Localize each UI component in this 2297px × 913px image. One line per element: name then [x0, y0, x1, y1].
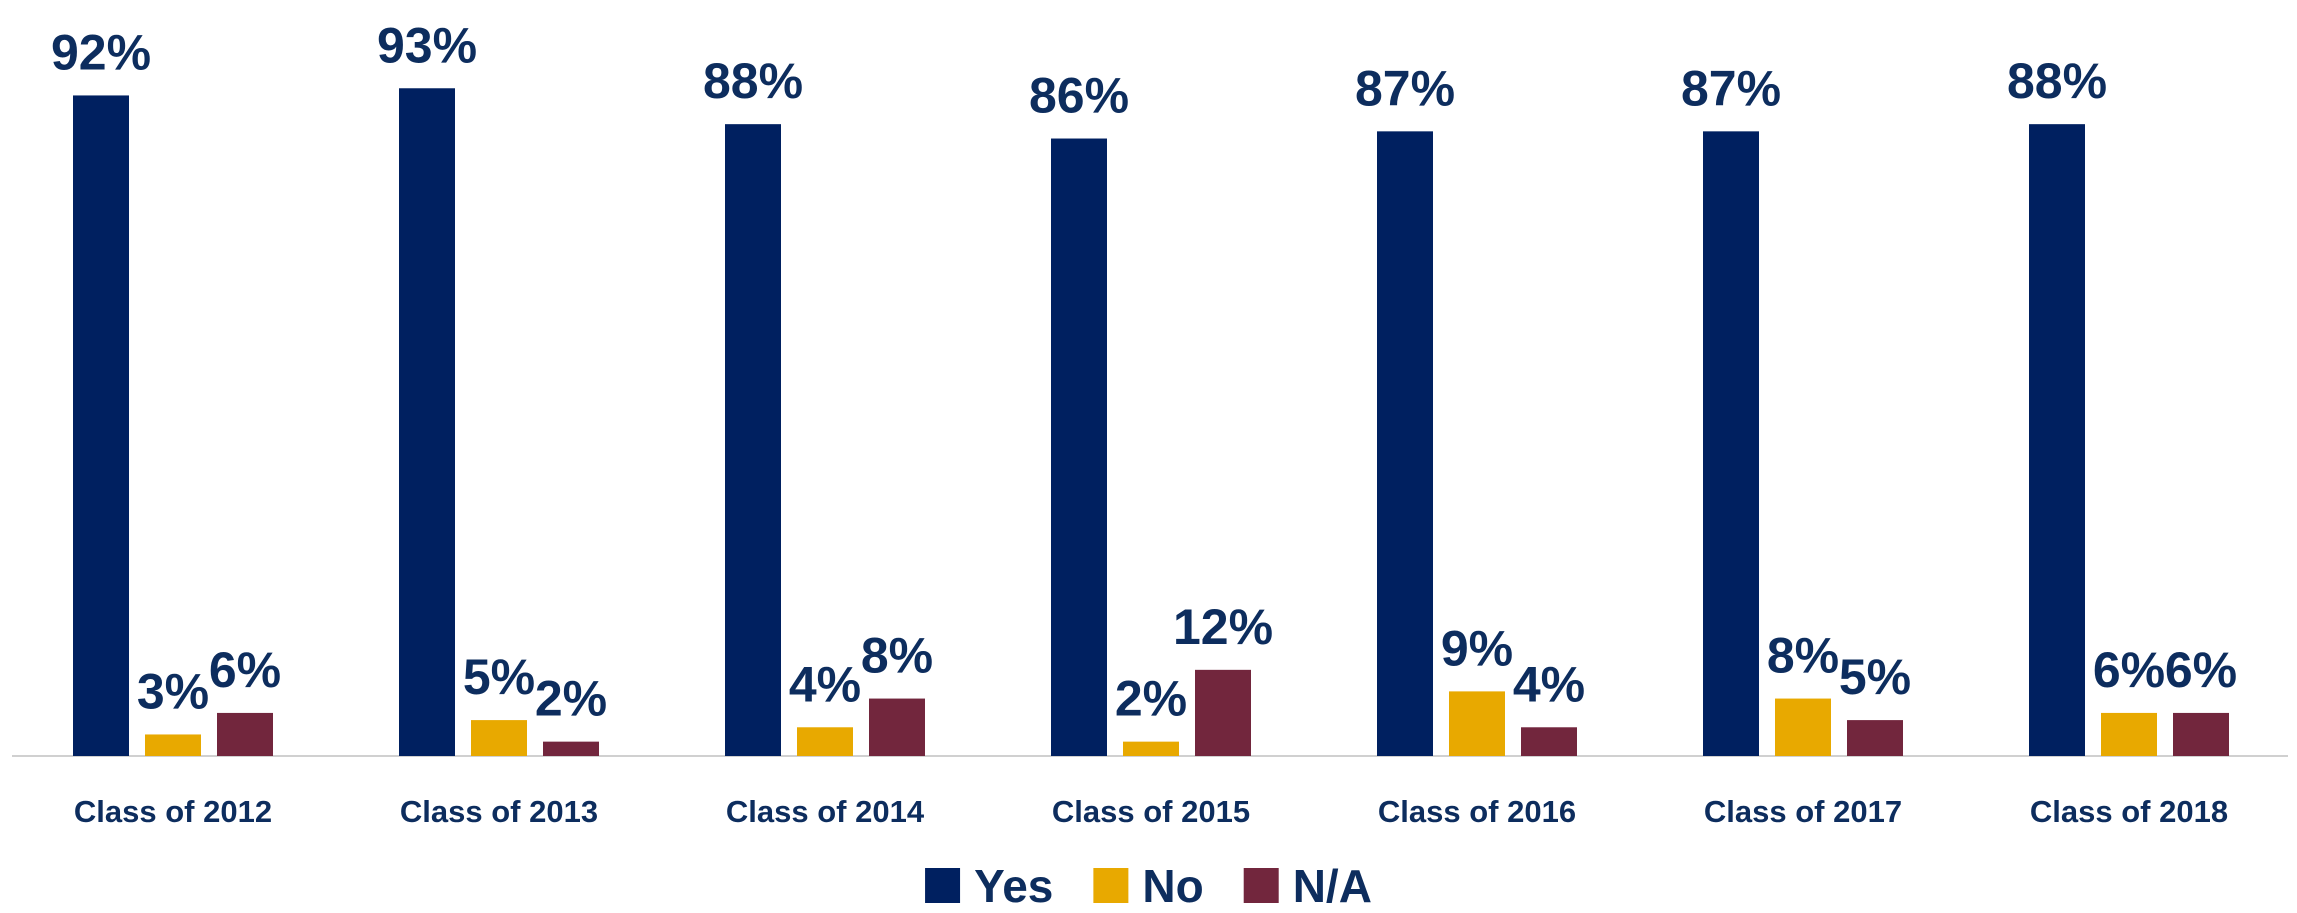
value-label: 5%	[1839, 649, 1911, 705]
bar	[399, 88, 455, 756]
x-tick-label: Class of 2017	[1704, 794, 1902, 829]
bar	[1449, 691, 1505, 756]
value-label: 87%	[1355, 60, 1455, 116]
value-label: 4%	[789, 656, 861, 712]
value-label: 6%	[2165, 642, 2237, 698]
bar	[471, 720, 527, 756]
legend-label: No	[1142, 860, 1203, 912]
value-label: 88%	[2007, 53, 2107, 109]
value-label: 2%	[535, 671, 607, 727]
x-tick-label: Class of 2016	[1378, 794, 1576, 829]
bar	[2101, 712, 2157, 756]
bar	[2029, 124, 2085, 756]
value-label: 4%	[1513, 656, 1585, 712]
value-label: 3%	[137, 663, 209, 719]
value-label: 6%	[2093, 642, 2165, 698]
value-label: 87%	[1681, 60, 1781, 116]
value-label: 2%	[1115, 671, 1187, 727]
bar	[2173, 712, 2229, 756]
legend-swatch	[1093, 868, 1129, 903]
value-label: 8%	[861, 628, 933, 684]
legend-swatch	[925, 868, 961, 903]
value-label: 8%	[1767, 628, 1839, 684]
bar	[1521, 727, 1577, 756]
value-label: 92%	[51, 24, 151, 80]
value-label: 86%	[1029, 68, 1129, 124]
bar	[145, 734, 201, 756]
legend-label: Yes	[974, 860, 1053, 912]
bar	[725, 124, 781, 756]
x-tick-label: Class of 2014	[726, 794, 925, 829]
legend-swatch	[1243, 868, 1279, 903]
bar	[1123, 741, 1179, 756]
bar	[869, 698, 925, 756]
bar	[797, 727, 853, 756]
bar	[73, 95, 129, 756]
x-tick-label: Class of 2013	[400, 794, 598, 829]
bar	[217, 712, 273, 756]
bar	[1051, 138, 1107, 756]
bar	[1703, 131, 1759, 757]
value-label: 12%	[1173, 599, 1273, 655]
x-tick-label: Class of 2018	[2030, 794, 2228, 829]
x-tick-label: Class of 2015	[1052, 794, 1250, 829]
value-label: 5%	[463, 649, 535, 705]
value-label: 6%	[209, 642, 281, 698]
value-label: 88%	[703, 53, 803, 109]
value-label: 93%	[377, 17, 477, 73]
bar	[1775, 698, 1831, 756]
x-tick-label: Class of 2012	[74, 794, 272, 829]
value-label: 9%	[1441, 620, 1513, 676]
bar	[543, 741, 599, 756]
legend-label: N/A	[1293, 860, 1372, 912]
bar	[1847, 720, 1903, 756]
bar	[1195, 669, 1251, 756]
bar	[1377, 131, 1433, 757]
